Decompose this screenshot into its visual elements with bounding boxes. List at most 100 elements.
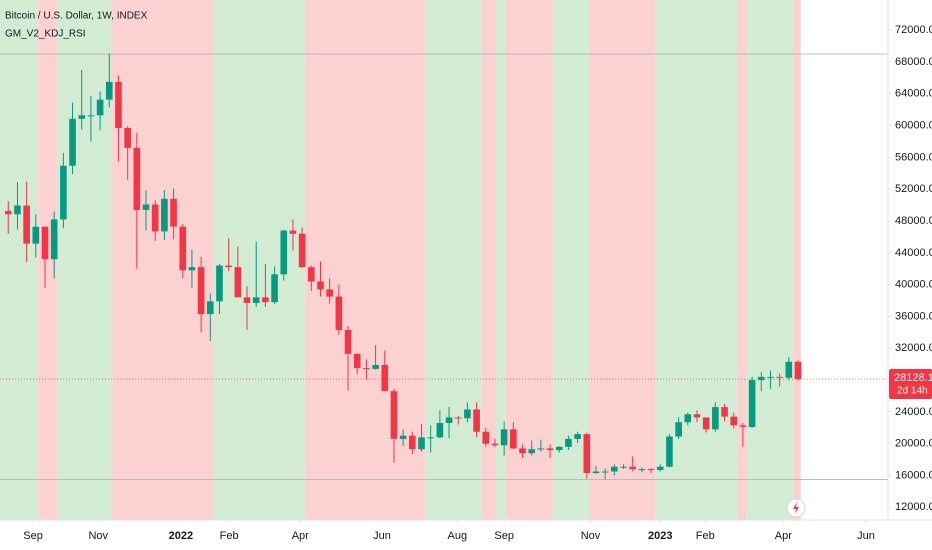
signal-band bbox=[552, 0, 590, 520]
x-tick-label: Feb bbox=[220, 530, 239, 542]
x-tick-label: Sep bbox=[494, 530, 514, 542]
y-tick-label: 40000.00 bbox=[895, 279, 932, 291]
candle-body bbox=[445, 417, 453, 423]
candles bbox=[4, 54, 802, 480]
candle-body bbox=[702, 417, 710, 430]
candle-body bbox=[794, 361, 802, 380]
candle-body bbox=[289, 230, 297, 234]
candle-body bbox=[344, 329, 352, 354]
candle-body bbox=[684, 414, 692, 423]
candle-body bbox=[188, 267, 196, 271]
x-tick-label: Jun bbox=[857, 530, 875, 542]
candle-body bbox=[78, 115, 86, 119]
signal-band bbox=[737, 0, 747, 520]
candle-body bbox=[656, 466, 664, 470]
signal-band bbox=[112, 0, 214, 520]
candle-body bbox=[87, 115, 95, 117]
candle-body bbox=[317, 281, 324, 290]
candle-body bbox=[519, 448, 526, 454]
candle-body bbox=[454, 417, 462, 419]
candle-body bbox=[601, 471, 609, 473]
candle-body bbox=[592, 471, 600, 474]
y-tick-label: 12000.00 bbox=[895, 501, 932, 513]
candle-body bbox=[739, 425, 747, 427]
candle-body bbox=[206, 301, 214, 315]
candle-body bbox=[620, 466, 627, 468]
candle-body bbox=[363, 368, 370, 370]
candle-body bbox=[4, 211, 12, 215]
candle-body bbox=[41, 226, 49, 260]
candle-body bbox=[409, 435, 416, 450]
candle-body bbox=[436, 422, 444, 438]
y-tick-label: 64000.00 bbox=[895, 88, 932, 100]
candle-body bbox=[23, 205, 30, 244]
candle-body bbox=[767, 376, 774, 378]
candle-body bbox=[381, 364, 389, 392]
candle-body bbox=[647, 469, 655, 471]
candle-body bbox=[583, 434, 591, 474]
candle-body bbox=[243, 297, 251, 303]
x-tick-label: Apr bbox=[292, 530, 309, 542]
candle-body bbox=[124, 128, 131, 148]
candle-body bbox=[335, 296, 343, 330]
candle-body bbox=[574, 434, 581, 439]
candle-body bbox=[500, 429, 508, 446]
reference-lines bbox=[0, 53, 888, 480]
candle-body bbox=[546, 448, 554, 451]
x-tick-label: Jun bbox=[373, 530, 391, 542]
candle-body bbox=[326, 289, 333, 297]
candle-body bbox=[464, 409, 471, 419]
candle-body bbox=[757, 376, 765, 381]
candle-body bbox=[555, 446, 563, 451]
candle-body bbox=[307, 267, 315, 282]
y-tick-label: 36000.00 bbox=[895, 310, 932, 322]
candle-body bbox=[353, 353, 361, 369]
signal-band bbox=[655, 0, 738, 520]
candle-body bbox=[675, 422, 682, 437]
candle-body bbox=[712, 407, 719, 430]
candle-body bbox=[32, 226, 40, 244]
axes: 12000.0016000.0020000.0024000.0028000.00… bbox=[23, 24, 932, 542]
signal-band bbox=[793, 0, 801, 520]
candle-body bbox=[491, 443, 499, 446]
candle-body bbox=[730, 416, 738, 426]
signal-band bbox=[589, 0, 656, 520]
countdown-label: 2d 14h bbox=[897, 386, 928, 397]
signal-band bbox=[38, 0, 57, 520]
candle-body bbox=[482, 431, 490, 444]
candle-body bbox=[271, 274, 278, 303]
candle-body bbox=[721, 407, 728, 417]
indicator-name: GM_V2_KDJ_RSI bbox=[5, 29, 86, 40]
candle-body bbox=[142, 204, 150, 210]
x-tick-label: Aug bbox=[448, 530, 468, 542]
signal-band bbox=[481, 0, 495, 520]
candle-body bbox=[280, 230, 288, 275]
y-tick-label: 32000.00 bbox=[895, 342, 932, 354]
candle-body bbox=[510, 429, 517, 449]
x-tick-label: Apr bbox=[775, 530, 792, 542]
y-tick-label: 72000.00 bbox=[895, 24, 932, 36]
replay-icon[interactable] bbox=[786, 498, 806, 518]
candle-body bbox=[69, 118, 76, 166]
signal-band bbox=[0, 0, 39, 520]
x-tick-label: 2022 bbox=[169, 530, 193, 542]
x-tick-label: Feb bbox=[696, 530, 715, 542]
candle-body bbox=[50, 219, 58, 260]
candle-body bbox=[693, 414, 701, 418]
y-tick-label: 24000.00 bbox=[895, 406, 932, 418]
icon-bolt[interactable] bbox=[793, 502, 799, 514]
y-tick-label: 16000.00 bbox=[895, 469, 932, 481]
y-tick-label: 52000.00 bbox=[895, 183, 932, 195]
candle-body bbox=[528, 449, 536, 454]
x-tick-label: Nov bbox=[581, 530, 601, 542]
y-tick-label: 56000.00 bbox=[895, 151, 932, 163]
signal-band bbox=[746, 0, 794, 520]
candle-body bbox=[629, 466, 637, 470]
signal-bands bbox=[0, 0, 801, 520]
candle-body bbox=[427, 437, 434, 439]
candle-body bbox=[418, 437, 425, 450]
signal-band bbox=[425, 0, 482, 520]
signal-band bbox=[494, 0, 506, 520]
candle-body bbox=[161, 198, 168, 232]
candle-body bbox=[638, 469, 646, 471]
